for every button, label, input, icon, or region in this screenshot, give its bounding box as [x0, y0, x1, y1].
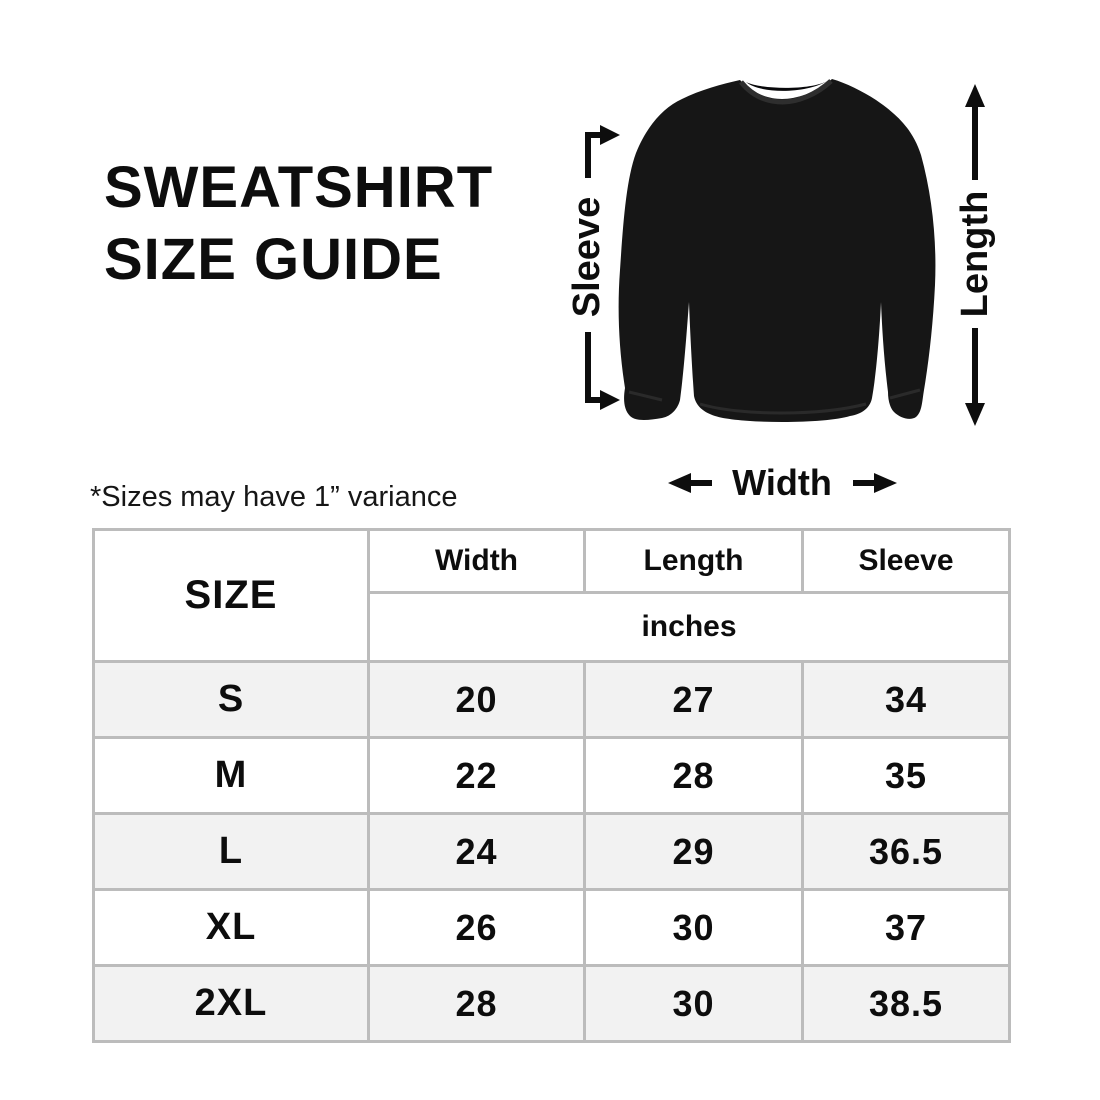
title-line-2: SIZE GUIDE	[104, 227, 443, 292]
sleeve-label: Sleeve	[566, 196, 608, 318]
table-row-xl: XL 26 30 37	[92, 888, 1011, 967]
length-value: 27	[583, 660, 804, 739]
table-row-s: S 20 27 34	[92, 660, 1011, 739]
unit-row: inches	[94, 591, 1011, 663]
width-arrow-left	[668, 473, 712, 493]
sleeve-measure-arrow	[585, 125, 620, 410]
size-value: 2XL	[92, 964, 370, 1043]
size-value: M	[92, 736, 370, 815]
size-value: XL	[92, 888, 370, 967]
table-row-l: L 24 29 36.5	[92, 812, 1011, 891]
length-label: Length	[954, 190, 996, 318]
width-value: 24	[367, 812, 586, 891]
sleeve-value: 34	[801, 660, 1011, 739]
size-value: L	[92, 812, 370, 891]
unit-label: inches	[367, 591, 1011, 663]
length-measure-arrow	[965, 84, 985, 426]
width-label: Width	[732, 462, 832, 503]
width-arrow-right	[853, 473, 897, 493]
neck-opening	[746, 81, 827, 91]
column-header-sleeve: Sleeve	[801, 528, 1011, 594]
size-column-header: SIZE	[92, 528, 370, 663]
size-value: S	[92, 660, 370, 739]
title-line-1: SWEATSHIRT	[104, 155, 494, 220]
length-value: 30	[583, 964, 804, 1043]
width-value: 26	[367, 888, 586, 967]
sleeve-value: 36.5	[801, 812, 1011, 891]
sleeve-value: 37	[801, 888, 1011, 967]
length-value: 30	[583, 888, 804, 967]
table-row-m: M 22 28 35	[92, 736, 1011, 815]
column-header-length: Length	[583, 528, 804, 594]
table-row-2xl: 2XL 28 30 38.5	[92, 964, 1011, 1043]
collar-detail	[739, 79, 833, 105]
sleeve-value: 35	[801, 736, 1011, 815]
column-header-width: Width	[367, 528, 586, 594]
width-value: 20	[367, 660, 586, 739]
length-value: 29	[583, 812, 804, 891]
sleeve-value: 38.5	[801, 964, 1011, 1043]
table-header-row: SIZE Width Length Sleeve	[92, 528, 1011, 663]
length-value: 28	[583, 736, 804, 815]
size-table: SIZE Width Length Sleeve inches S 20 27 …	[92, 528, 1011, 1043]
page-title: SWEATSHIRT SIZE GUIDE	[104, 152, 493, 296]
sweatshirt-diagram	[585, 79, 985, 493]
cuff-detail	[628, 388, 921, 415]
width-value: 28	[367, 964, 586, 1043]
sweatshirt-image	[618, 79, 936, 422]
variance-note: *Sizes may have 1” variance	[90, 481, 458, 513]
width-value: 22	[367, 736, 586, 815]
